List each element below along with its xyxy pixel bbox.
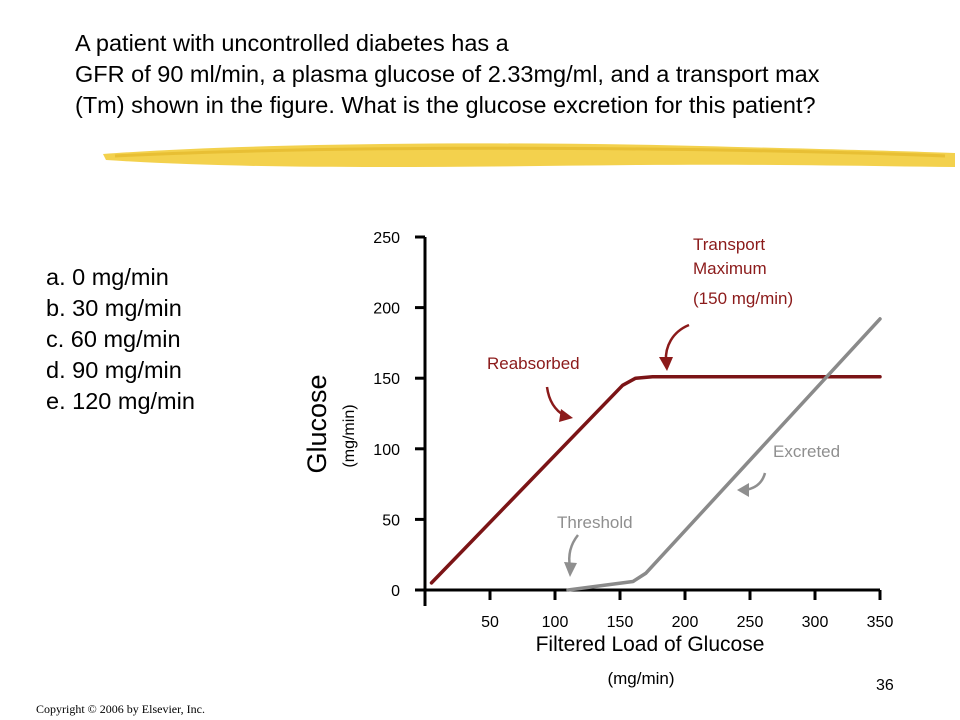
transport-max-label: Maximum [693,259,767,278]
question-line-3: (Tm) shown in the figure. What is the gl… [75,92,816,118]
series-line-excreted [566,317,882,592]
option-d: d. 90 mg/min [46,357,182,383]
threshold-arrow [568,534,579,568]
y-tick-label: 100 [373,442,400,459]
x-tick-label: 300 [802,614,829,631]
option-b: b. 30 mg/min [46,295,182,321]
option-a: a. 0 mg/min [46,264,169,290]
transport-max-arrow [664,323,690,362]
excreted-arrow-head [737,483,749,497]
x-tick-label: 250 [737,614,764,631]
transport-max-label: Transport [693,235,765,254]
option-c: c. 60 mg/min [46,326,181,352]
axes: 0 50 100 150 200 250 50 100 150 200 250 300 350 Filte… [302,230,893,688]
y-tick-label: 0 [391,583,400,600]
annotations: Transport Maximum (150 mg/min) Reabsorbed Ex… [487,235,840,577]
x-tick-label: 100 [542,614,569,631]
reabsorbed-label: Reabsorbed [487,354,580,373]
y-tick-label: 200 [373,301,400,318]
transport-max-value: (150 mg/min) [693,289,793,308]
reabsorbed-arrow-head [559,409,573,422]
y-tick-label: 50 [382,512,400,529]
y-tick-label: 150 [373,371,400,388]
question-text: A patient with uncontrolled diabetes has… [75,28,945,121]
threshold-label: Threshold [557,513,633,532]
copyright-text: Copyright © 2006 by Elsevier, Inc. [36,702,205,716]
excreted-label: Excreted [773,442,840,461]
y-axis-label: Glucose [302,374,332,473]
y-tick-label: 250 [373,230,400,247]
transport-max-arrow-head [659,357,673,371]
question-line-2: GFR of 90 ml/min, a plasma glucose of 2.… [75,61,820,87]
x-tick-label: 150 [607,614,634,631]
highlight-stroke-inner [114,146,946,158]
x-tick-label: 200 [672,614,699,631]
series-line-reabsorbed [429,375,882,585]
option-e: e. 120 mg/min [46,388,195,414]
y-axis-unit: (mg/min) [341,404,358,467]
x-tick-label: 50 [481,614,499,631]
x-axis-unit: (mg/min) [607,669,674,688]
question-line-1: A patient with uncontrolled diabetes has… [75,30,509,56]
series-lines [429,317,882,592]
x-tick-label: 350 [867,614,894,631]
answer-options: a. 0 mg/min b. 30 mg/min c. 60 mg/min d.… [46,262,195,417]
page-number: 36 [876,677,894,694]
x-axis-label: Filtered Load of Glucose [536,633,765,656]
threshold-arrow-head [564,562,577,577]
